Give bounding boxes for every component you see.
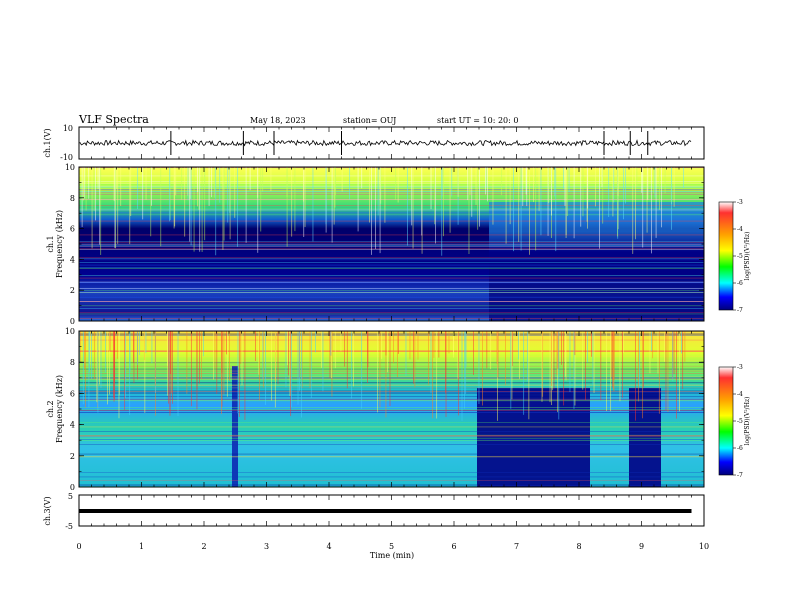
ch1-spectrogram-bursts — [81, 167, 685, 256]
ch2-spectrogram-base — [79, 331, 704, 487]
ch1-colorbar-tick-label: -5 — [737, 253, 743, 260]
ch1-colorbar-bar — [718, 201, 734, 311]
ch2-ytick-label: 4 — [70, 421, 75, 430]
ch1-colorbar-tick-label: -3 — [737, 199, 743, 206]
ch1-ytick-label: 4 — [70, 255, 75, 264]
x-tick-label: 7 — [514, 542, 519, 551]
figure-date: May 18, 2023 — [250, 116, 306, 125]
ch2-spectrogram-plot — [79, 331, 704, 487]
ch2-dark-block-1 — [477, 388, 590, 487]
ch2-colorbar-ticks: -3 -4 -5 -6 -7 — [733, 364, 743, 479]
ch2-channel-label: ch.2 — [46, 400, 55, 417]
ch1-ytick-label: 8 — [70, 194, 75, 203]
ch2-colorbar-tick-label: -5 — [737, 418, 743, 425]
ch1-waveform-trace — [78, 139, 692, 147]
ch3-waveform-ylabel: ch.3(V) — [43, 496, 52, 525]
x-tick-label: 10 — [699, 542, 709, 551]
ch1-spectrogram-plot — [79, 167, 704, 321]
ch1-ytick-top: 10 — [63, 124, 73, 133]
ch2-spectrogram-panel: 0 2 4 6 8 10 ch.2 Frequency (kHz) — [46, 327, 705, 492]
x-tick-label: 1 — [139, 542, 144, 551]
ch1-spectrogram-yticks: 0 2 4 6 8 10 — [65, 163, 704, 326]
ch1-ytick-label: 6 — [70, 225, 75, 234]
ch2-colorbar-label: log(PSD)(V²/Hz) — [744, 397, 751, 446]
ch1-ytick-label: 0 — [70, 317, 75, 326]
ch2-spectrogram-ylabel: Frequency (kHz) — [55, 375, 64, 443]
ch2-colorbar-tick-label: -4 — [737, 391, 743, 398]
ch3-ytick-bottom: -5 — [65, 522, 73, 531]
ch2-ytick-label: 6 — [70, 389, 75, 398]
ch1-ytick-label: 10 — [65, 163, 75, 172]
ch1-waveform-ylabel: ch.1(V) — [43, 128, 52, 157]
ch1-colorbar-tick-label: -4 — [737, 226, 743, 233]
ch2-ytick-label: 8 — [70, 358, 75, 367]
ch2-colorbar-bar — [718, 366, 734, 476]
ch1-colorbar-label: log(PSD)(V²/Hz) — [744, 232, 751, 281]
ch1-spectrogram-panel: 0 2 4 6 8 10 ch.1 Frequency (kHz) — [46, 163, 705, 326]
ch2-colorbar-tick-label: -7 — [737, 472, 743, 479]
ch1-waveform-panel: 10 -10 ch.1(V) — [43, 124, 705, 162]
x-tick-label: 3 — [264, 542, 269, 551]
ch2-spectrogram-lines — [79, 331, 704, 486]
ch2-colorbar-tick-label: -3 — [737, 364, 743, 371]
x-tick-label: 5 — [389, 542, 394, 551]
x-axis-ticks — [78, 127, 705, 526]
ch3-waveform-panel: 5 -5 ch.3(V) — [43, 492, 705, 531]
x-tick-label: 9 — [639, 542, 644, 551]
x-tick-label: 8 — [576, 542, 581, 551]
ch1-colorbar-tick-label: -7 — [737, 307, 743, 314]
figure-station: station= OUJ — [343, 116, 396, 125]
ch2-dark-spike — [232, 366, 238, 487]
x-tick-label: 0 — [76, 542, 81, 551]
ch1-channel-label: ch.1 — [46, 235, 55, 252]
x-tick-label: 4 — [326, 542, 331, 551]
ch1-spectrogram-ylabel: Frequency (kHz) — [55, 210, 64, 278]
ch1-spikes — [170, 131, 649, 155]
figure-title: VLF Spectra — [78, 113, 149, 126]
x-tick-label: 2 — [201, 542, 206, 551]
x-axis-label: Time (min) — [370, 551, 414, 560]
ch2-ytick-label: 10 — [65, 327, 75, 336]
ch1-colorbar-tick-label: -6 — [737, 280, 743, 287]
ch1-colorbar-ticks: -3 -4 -5 -6 -7 — [733, 199, 743, 314]
ch2-dark-block-2 — [629, 388, 661, 487]
ch1-colorbar: -3 -4 -5 -6 -7 log(PSD)(V²/Hz) — [718, 199, 751, 314]
ch2-ytick-label: 0 — [70, 483, 75, 492]
x-tick-label: 6 — [451, 542, 456, 551]
ch1-ytick-bottom: -10 — [60, 153, 73, 162]
x-axis-tick-labels: 0 1 2 3 4 5 6 7 8 9 10 — [76, 542, 709, 551]
ch2-ytick-label: 2 — [70, 452, 75, 461]
ch2-spectrogram-yticks: 0 2 4 6 8 10 — [65, 327, 704, 492]
figure-start-time: start UT = 10: 20: 0 — [437, 116, 518, 125]
ch3-ytick-top: 5 — [68, 492, 73, 501]
ch2-colorbar: -3 -4 -5 -6 -7 log(PSD)(V²/Hz) — [718, 364, 751, 479]
ch1-ytick-label: 2 — [70, 286, 75, 295]
ch2-colorbar-tick-label: -6 — [737, 445, 743, 452]
ch2-spectrogram-bursts — [79, 331, 686, 421]
